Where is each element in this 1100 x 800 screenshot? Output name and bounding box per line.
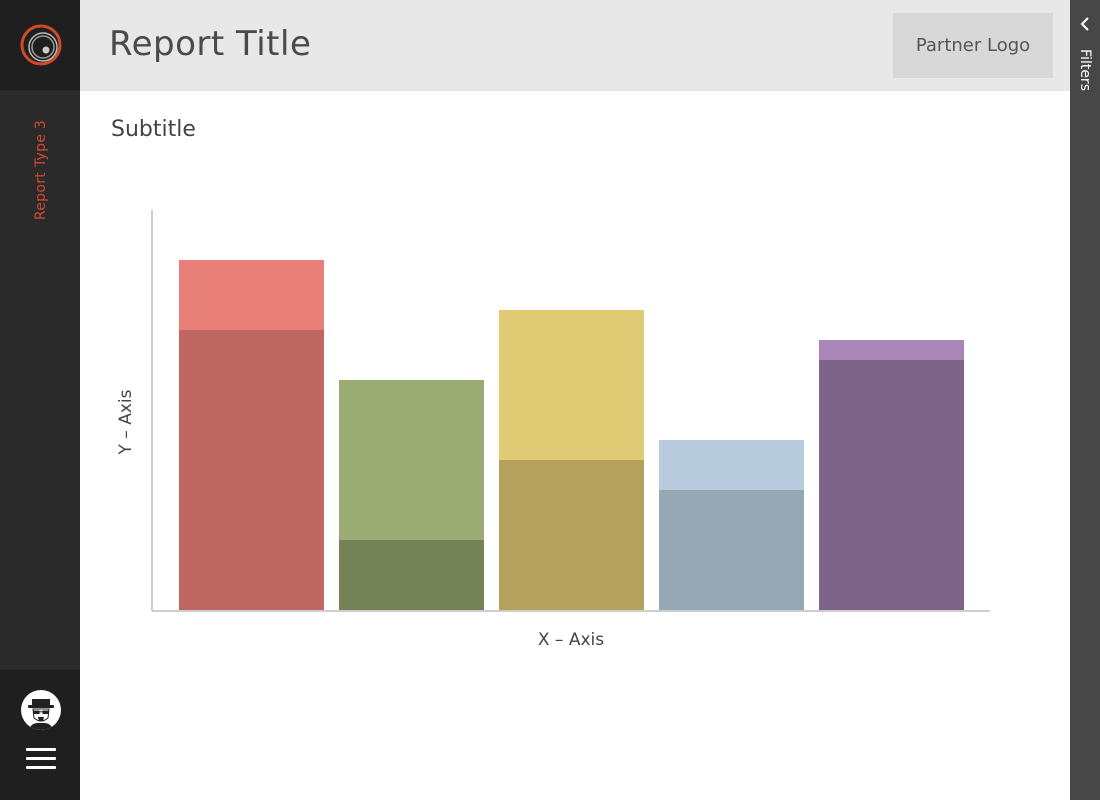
bar-segment-3-1[interactable]: [499, 460, 644, 610]
user-avatar-icon: [28, 699, 54, 730]
bar-segment-1-2[interactable]: [179, 260, 324, 330]
filters-panel-toggle[interactable]: Filters: [1070, 0, 1100, 800]
user-avatar[interactable]: [21, 690, 61, 730]
sidebar-bottom: [0, 670, 80, 800]
report-type-label[interactable]: Report Type 3: [33, 119, 49, 221]
bar-segment-2-1[interactable]: [339, 540, 484, 610]
bar-segment-2-2[interactable]: [339, 380, 484, 540]
hamburger-menu-icon[interactable]: [26, 748, 56, 772]
bar-segment-4-1[interactable]: [659, 490, 804, 610]
bar-segment-5-2[interactable]: [819, 340, 964, 360]
app-logo-block: [0, 0, 80, 90]
x-axis-label: X – Axis: [538, 630, 604, 650]
bar-chart: X – Axis Y – Axis: [100, 180, 1020, 660]
bar-segment-1-1[interactable]: [179, 330, 324, 610]
y-axis-label: Y – Axis: [116, 389, 136, 455]
bar-segment-4-2[interactable]: [659, 440, 804, 490]
report-title: Report Title: [109, 24, 312, 64]
sidebar: Report Type 3: [0, 0, 80, 800]
report-subtitle: Subtitle: [111, 117, 196, 142]
partner-logo: Partner Logo: [893, 13, 1053, 78]
chevron-left-icon: [1080, 17, 1089, 31]
app-logo-icon[interactable]: [20, 24, 62, 66]
bar-segment-5-1[interactable]: [819, 360, 964, 610]
chart-bars: [179, 260, 964, 610]
bar-chart-svg: X – Axis Y – Axis: [116, 210, 990, 650]
filters-label: Filters: [1077, 49, 1093, 91]
report-header: Report Title Partner Logo: [80, 0, 1070, 91]
bar-segment-3-2[interactable]: [499, 310, 644, 460]
